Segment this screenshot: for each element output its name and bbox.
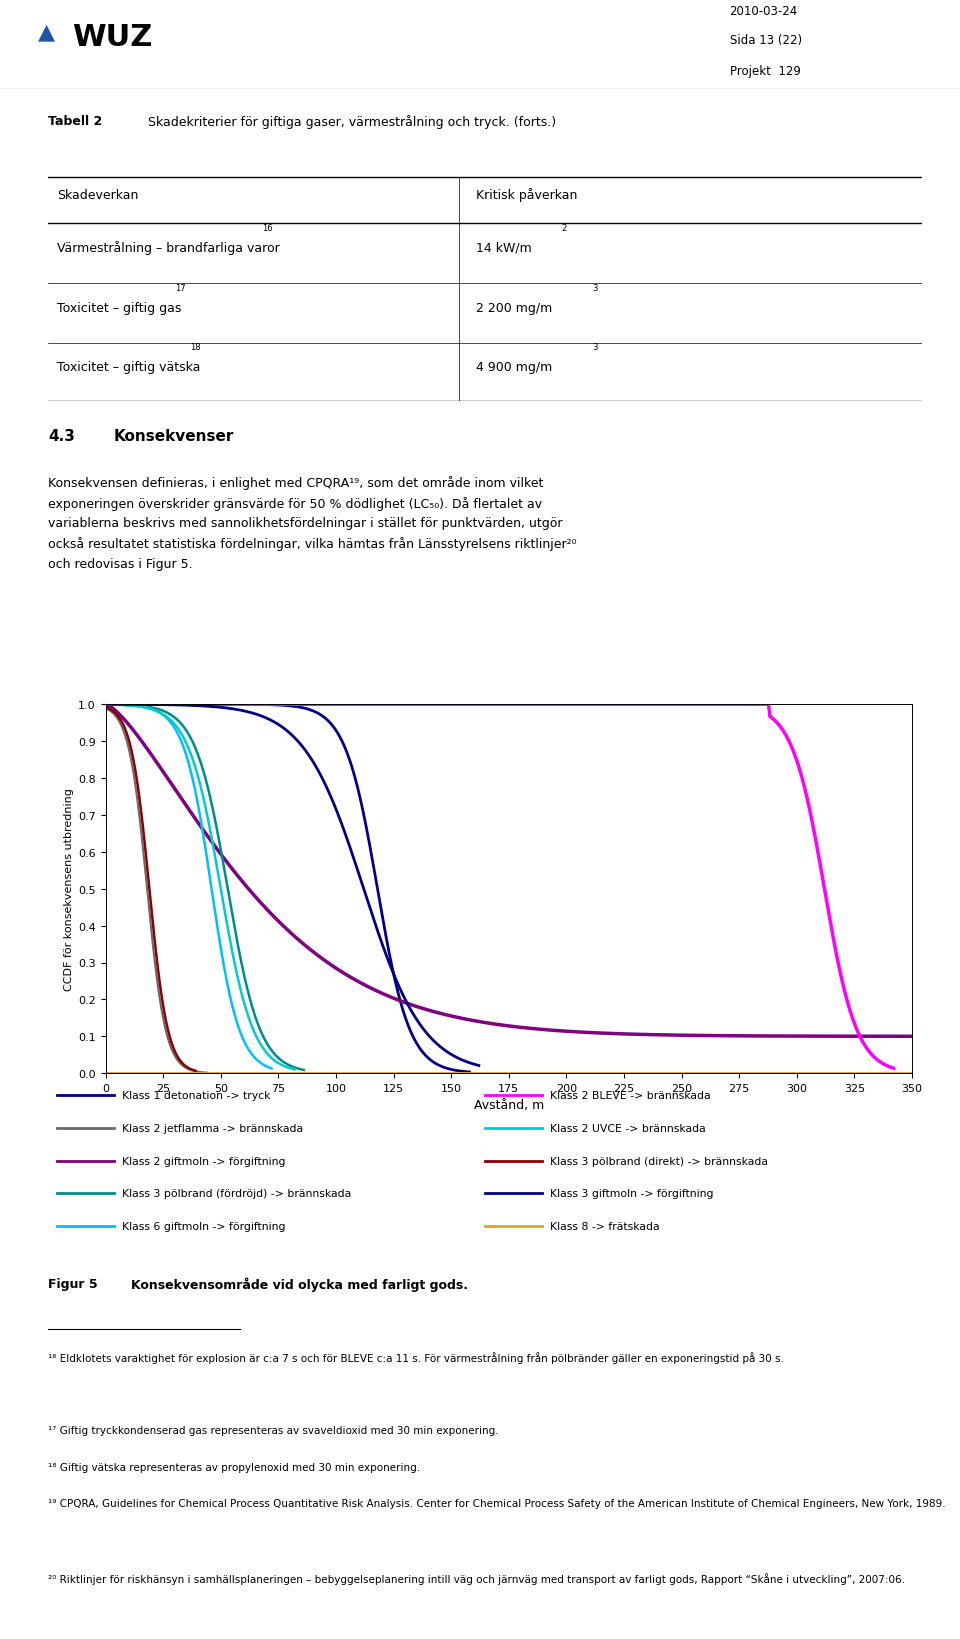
Text: 3: 3 xyxy=(592,284,598,293)
Text: Kritisk påverkan: Kritisk påverkan xyxy=(476,188,577,202)
Text: Konsekvensområde vid olycka med farligt gods.: Konsekvensområde vid olycka med farligt … xyxy=(131,1277,468,1292)
Text: 2 200 mg/m: 2 200 mg/m xyxy=(476,302,552,315)
Text: ▲: ▲ xyxy=(38,23,56,43)
Text: Klass 1 detonation -> tryck: Klass 1 detonation -> tryck xyxy=(122,1090,271,1100)
Text: 3: 3 xyxy=(592,343,598,351)
Text: Skadeverkan: Skadeverkan xyxy=(57,188,138,202)
Text: Projekt  129: Projekt 129 xyxy=(730,66,801,79)
Text: Klass 2 jetflamma -> brännskada: Klass 2 jetflamma -> brännskada xyxy=(122,1123,303,1133)
Text: Sida 13 (22): Sida 13 (22) xyxy=(730,34,802,48)
Text: WUZ: WUZ xyxy=(72,23,153,51)
Text: Klass 2 UVCE -> brännskada: Klass 2 UVCE -> brännskada xyxy=(550,1123,706,1133)
Text: ¹⁹ CPQRA, Guidelines for Chemical Process Quantitative Risk Analysis. Center for: ¹⁹ CPQRA, Guidelines for Chemical Proces… xyxy=(48,1498,946,1508)
X-axis label: Avstånd, m: Avstånd, m xyxy=(473,1098,544,1111)
Text: Toxicitet – giftig gas: Toxicitet – giftig gas xyxy=(57,302,181,315)
Y-axis label: CCDF för konsekvensens utbredning: CCDF för konsekvensens utbredning xyxy=(64,788,74,990)
Text: 2: 2 xyxy=(562,223,567,233)
Text: 18: 18 xyxy=(190,343,201,351)
Text: 2010-03-24: 2010-03-24 xyxy=(730,5,798,18)
Text: ¹⁶ Eldklotets varaktighet för explosion är c:a 7 s och för BLEVE c:a 11 s. För v: ¹⁶ Eldklotets varaktighet för explosion … xyxy=(48,1351,784,1364)
Text: Skadekriterier för giftiga gaser, värmestrålning och tryck. (forts.): Skadekriterier för giftiga gaser, värmes… xyxy=(149,115,557,129)
Text: Klass 2 BLEVE -> brännskada: Klass 2 BLEVE -> brännskada xyxy=(550,1090,711,1100)
Text: 16: 16 xyxy=(262,223,273,233)
Text: 14 kW/m: 14 kW/m xyxy=(476,241,532,254)
Text: Värmestrålning – brandfarliga varor: Värmestrålning – brandfarliga varor xyxy=(57,241,279,256)
Text: Tabell 2: Tabell 2 xyxy=(48,115,103,128)
Text: ¹⁷ Giftig tryckkondenserad gas representeras av svaveldioxid med 30 min exponeri: ¹⁷ Giftig tryckkondenserad gas represent… xyxy=(48,1424,498,1434)
Text: 17: 17 xyxy=(175,284,185,293)
Text: Figur 5: Figur 5 xyxy=(48,1278,98,1290)
Text: Toxicitet – giftig vätska: Toxicitet – giftig vätska xyxy=(57,361,200,374)
Text: Klass 3 giftmoln -> förgiftning: Klass 3 giftmoln -> förgiftning xyxy=(550,1188,714,1198)
Text: Klass 2 giftmoln -> förgiftning: Klass 2 giftmoln -> förgiftning xyxy=(122,1155,286,1165)
Text: Klass 8 -> frätskada: Klass 8 -> frätskada xyxy=(550,1221,660,1231)
Text: Konsekvenser: Konsekvenser xyxy=(113,428,234,444)
Text: 4.3: 4.3 xyxy=(48,428,75,444)
Text: ²⁰ Riktlinjer för riskhänsyn i samhällsplaneringen – bebyggelseplanering intill : ²⁰ Riktlinjer för riskhänsyn i samhällsp… xyxy=(48,1572,905,1583)
Text: ¹⁸ Giftig vätska representeras av propylenoxid med 30 min exponering.: ¹⁸ Giftig vätska representeras av propyl… xyxy=(48,1462,420,1472)
Text: Klass 3 pölbrand (fördröjd) -> brännskada: Klass 3 pölbrand (fördröjd) -> brännskad… xyxy=(122,1188,351,1198)
Text: Klass 6 giftmoln -> förgiftning: Klass 6 giftmoln -> förgiftning xyxy=(122,1221,286,1231)
Text: Konsekvensen definieras, i enlighet med CPQRA¹⁹, som det område inom vilket
expo: Konsekvensen definieras, i enlighet med … xyxy=(48,475,577,570)
Text: Klass 3 pölbrand (direkt) -> brännskada: Klass 3 pölbrand (direkt) -> brännskada xyxy=(550,1155,768,1165)
Text: 4 900 mg/m: 4 900 mg/m xyxy=(476,361,552,374)
